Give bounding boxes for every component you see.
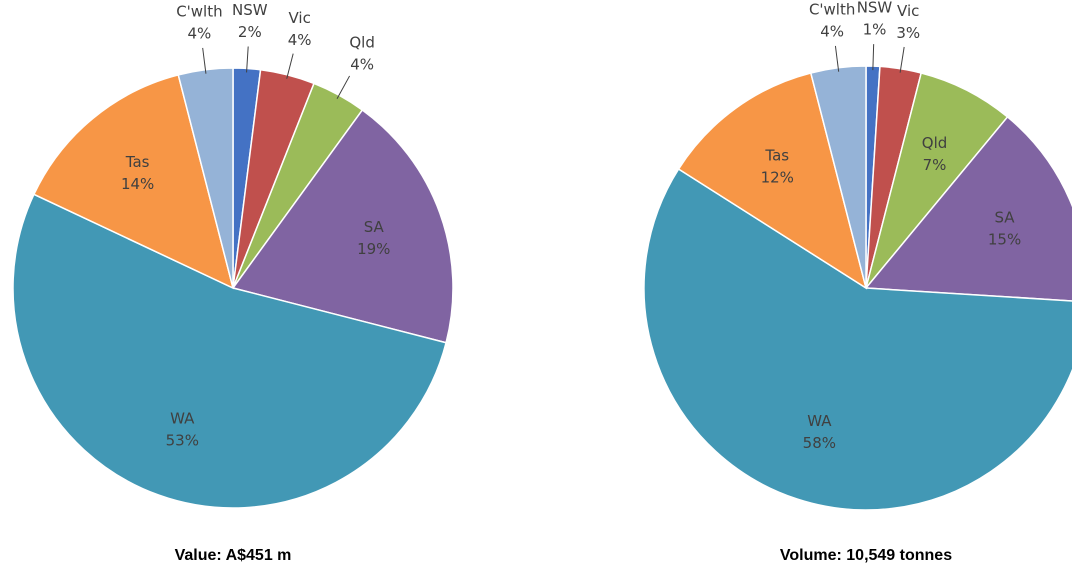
slice-value: 4% [188,25,212,43]
slice-value: 7% [923,156,947,174]
slice-label: WA [170,409,195,427]
slice-label: Vic [897,2,919,20]
leader-line [202,47,207,74]
slice-value: 4% [820,23,844,41]
leader-line [872,44,875,71]
slice-label: C'wlth [176,3,222,21]
slice-label: Tas [125,153,150,171]
slice-value: 3% [896,24,920,42]
slice-value: 19% [357,240,390,258]
slice-value: 15% [988,231,1021,249]
slice-value: 14% [121,175,154,193]
pie-slice [32,73,235,290]
slice-label: Qld [349,34,375,52]
pie-slice [864,115,1072,302]
slice-value: 2% [238,23,262,41]
slice-label: WA [807,412,832,430]
leader-line [834,45,840,72]
slice-label: NSW [232,1,268,19]
slice-value: 4% [288,31,312,49]
slice-value: 1% [863,21,887,39]
pie-slice [12,193,448,509]
slice-value: 58% [803,434,836,452]
slice-value: 12% [761,168,794,186]
leader-line [246,46,249,73]
pie-slice [231,108,454,344]
slice-value: 4% [350,56,374,74]
pie-slice [643,168,1072,511]
slice-label: SA [364,218,385,236]
chart-title: Volume: 10,549 tonnes [780,547,952,564]
slice-label: SA [995,209,1016,227]
chart-title: Value: A$451 m [175,547,292,564]
slice-label: NSW [857,0,893,17]
slice-label: Qld [922,134,948,152]
leader-line [899,46,905,73]
slice-label: C'wlth [809,1,855,19]
leader-line [336,75,351,99]
leader-line [286,53,294,79]
slice-value: 53% [166,431,199,449]
slice-label: Vic [288,9,310,27]
slice-label: Tas [764,146,789,164]
pie-slice [677,72,868,290]
